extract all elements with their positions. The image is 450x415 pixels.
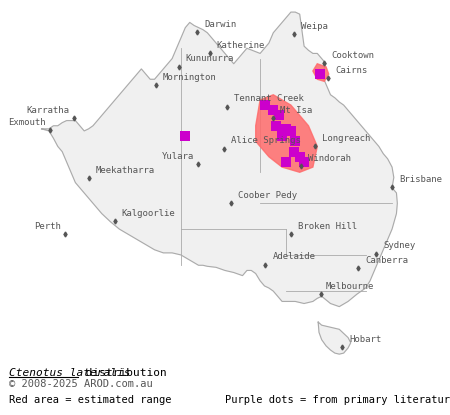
- Text: Katherine: Katherine: [216, 41, 265, 50]
- Text: Perth: Perth: [34, 222, 61, 231]
- Text: Broken Hill: Broken Hill: [297, 222, 357, 231]
- Text: Meekatharra: Meekatharra: [95, 166, 155, 175]
- Text: distribution: distribution: [79, 368, 166, 378]
- Text: Mornington: Mornington: [163, 73, 216, 81]
- Text: Karratha: Karratha: [27, 106, 70, 115]
- Polygon shape: [313, 64, 328, 81]
- Text: Windorah: Windorah: [308, 154, 351, 163]
- Text: Tennant Creek: Tennant Creek: [234, 93, 303, 103]
- Text: © 2008-2025 AROD.com.au: © 2008-2025 AROD.com.au: [9, 379, 153, 389]
- Text: Sydney: Sydney: [383, 242, 415, 251]
- Text: Longreach: Longreach: [322, 134, 370, 143]
- Text: Darwin: Darwin: [204, 20, 236, 29]
- Text: Cairns: Cairns: [336, 66, 368, 76]
- Text: Purple dots = from primary literature: Purple dots = from primary literature: [225, 395, 450, 405]
- Polygon shape: [256, 95, 317, 172]
- Text: Mt Isa: Mt Isa: [280, 106, 312, 115]
- Text: Red area = estimated range: Red area = estimated range: [9, 395, 171, 405]
- Text: Exmouth: Exmouth: [8, 118, 46, 127]
- Text: Yulara: Yulara: [162, 152, 194, 161]
- Text: Adelaide: Adelaide: [272, 252, 315, 261]
- Polygon shape: [318, 322, 351, 354]
- Text: Brisbane: Brisbane: [399, 176, 442, 184]
- Text: Canberra: Canberra: [365, 256, 408, 265]
- Text: Coober Pedy: Coober Pedy: [238, 191, 297, 200]
- Text: Kununurra: Kununurra: [185, 54, 234, 63]
- Text: Kalgoorlie: Kalgoorlie: [122, 209, 176, 218]
- Text: Hobart: Hobart: [349, 334, 382, 344]
- Text: Alice Springs: Alice Springs: [231, 137, 301, 145]
- Text: Ctenotus lateralis: Ctenotus lateralis: [9, 368, 130, 378]
- Polygon shape: [41, 12, 397, 307]
- Text: Melbourne: Melbourne: [326, 282, 374, 291]
- Text: Cooktown: Cooktown: [331, 51, 374, 60]
- Text: Weipa: Weipa: [301, 22, 328, 31]
